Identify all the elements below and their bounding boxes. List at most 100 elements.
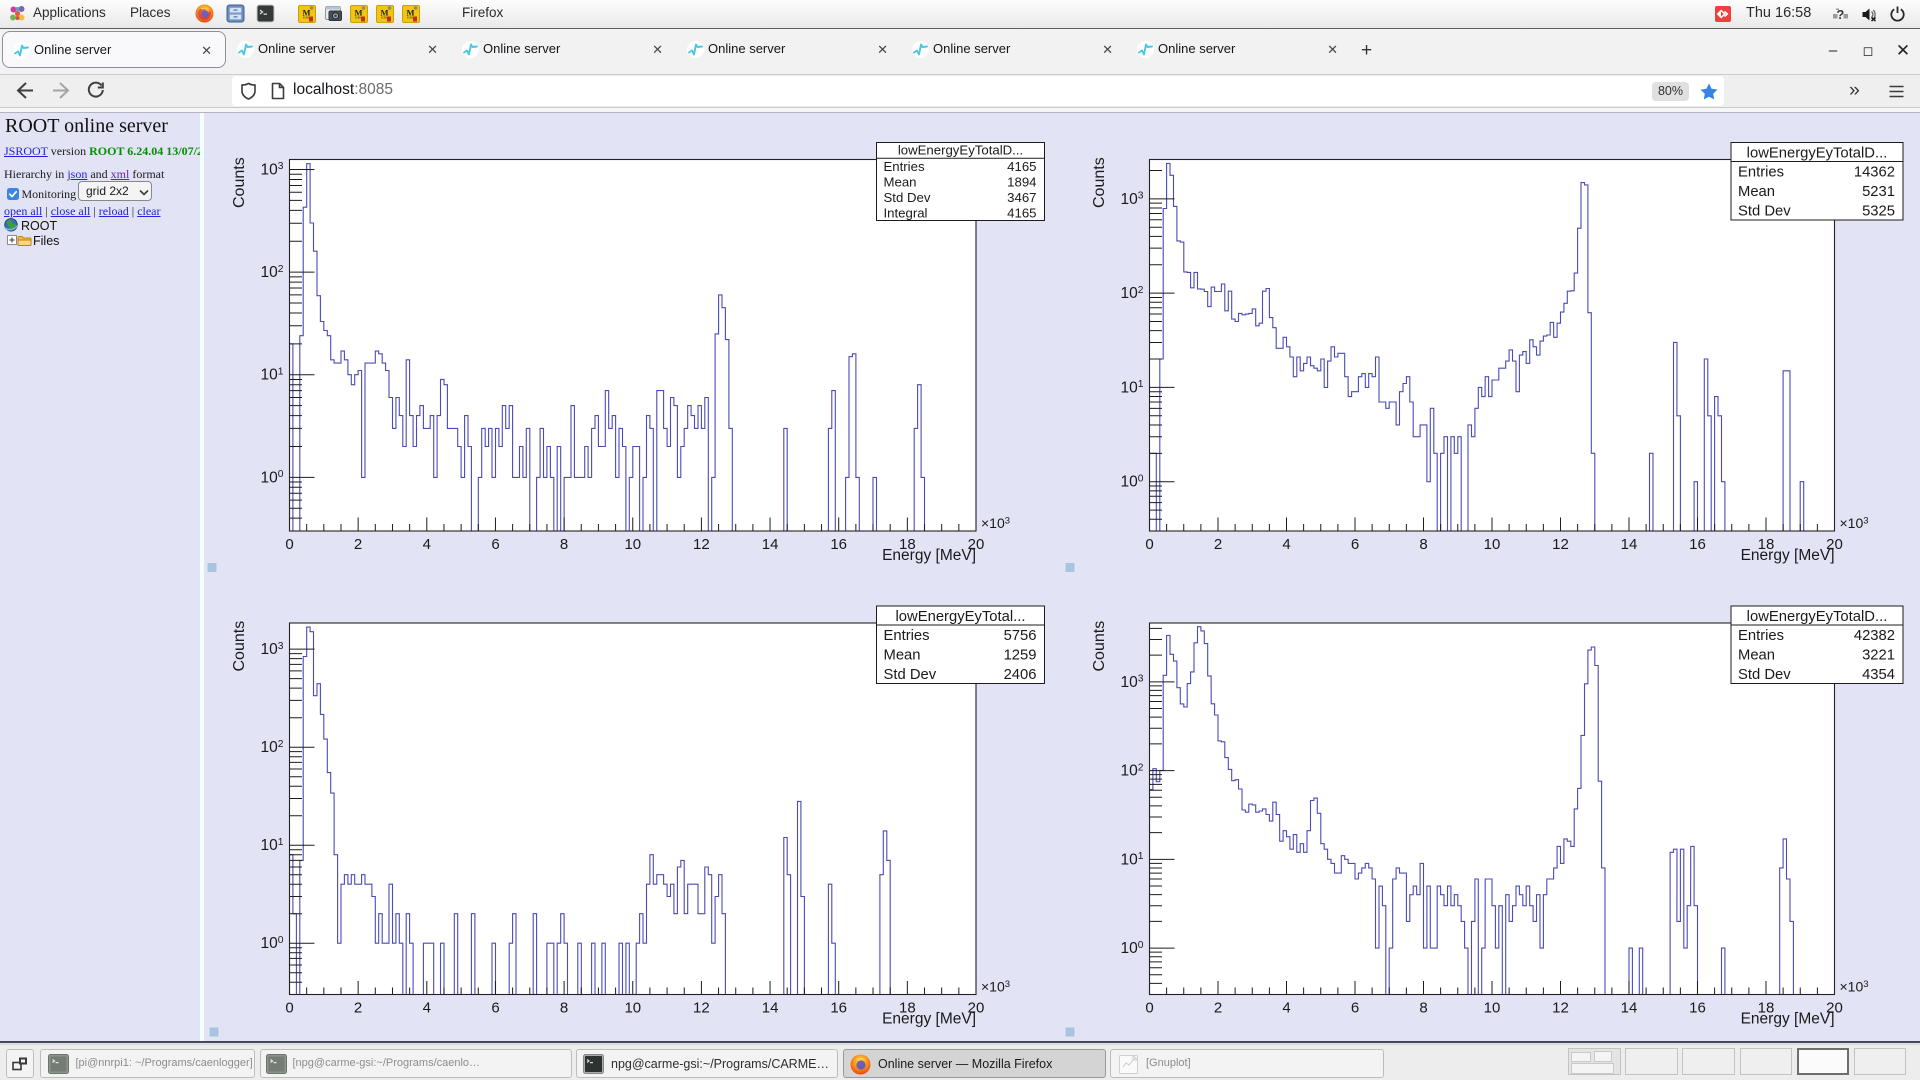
svg-text:4: 4: [423, 1000, 431, 1017]
svg-text:1894: 1894: [1007, 174, 1036, 189]
svg-text:Std Dev: Std Dev: [884, 190, 931, 205]
svg-text:×103: ×103: [1840, 515, 1869, 531]
svg-text:10: 10: [1484, 1000, 1501, 1017]
svg-text:100: 100: [1121, 940, 1144, 957]
svg-text:14362: 14362: [1854, 165, 1895, 181]
svg-text:M: M: [406, 7, 414, 17]
svg-text:2406: 2406: [1004, 667, 1037, 683]
svg-text:5231: 5231: [1862, 184, 1895, 200]
svg-text:×103: ×103: [981, 979, 1010, 995]
svg-text:10: 10: [624, 536, 641, 553]
svg-text:idas: idas: [407, 14, 414, 19]
svg-text:0: 0: [285, 1000, 293, 1017]
svg-text:103: 103: [1121, 674, 1144, 691]
svg-text:100: 100: [261, 469, 284, 486]
svg-text:4165: 4165: [1007, 206, 1036, 221]
svg-text:Std Dev: Std Dev: [884, 667, 937, 683]
svg-text:3221: 3221: [1862, 648, 1895, 664]
svg-text:6: 6: [491, 536, 499, 553]
svg-text:4: 4: [1282, 536, 1290, 553]
svg-text:Mean: Mean: [1738, 648, 1775, 664]
svg-text:M: M: [354, 7, 362, 17]
svg-text:16: 16: [1689, 1000, 1706, 1017]
svg-text:12: 12: [693, 1000, 710, 1017]
svg-text:102: 102: [1121, 762, 1144, 779]
svg-text:16: 16: [830, 1000, 847, 1017]
svg-text:0: 0: [285, 536, 293, 553]
svg-text:103: 103: [261, 641, 284, 658]
svg-text:1259: 1259: [1004, 648, 1037, 664]
svg-text:8: 8: [1419, 1000, 1427, 1017]
svg-text:103: 103: [261, 161, 284, 178]
svg-text:lowEnergyEyTotalD...: lowEnergyEyTotalD...: [898, 142, 1023, 157]
svg-text:?: ?: [1836, 7, 1844, 22]
svg-text:lowEnergyEyTotalD...: lowEnergyEyTotalD...: [1747, 146, 1888, 162]
svg-text:3467: 3467: [1007, 190, 1036, 205]
svg-text:Counts: Counts: [231, 621, 248, 672]
svg-text:4: 4: [1282, 1000, 1290, 1017]
svg-text:20: 20: [1826, 536, 1843, 553]
svg-text:101: 101: [1121, 379, 1144, 396]
svg-text:14: 14: [1621, 536, 1638, 553]
svg-text:14: 14: [762, 1000, 779, 1017]
svg-text:×103: ×103: [1840, 979, 1869, 995]
svg-text:Entries: Entries: [884, 628, 930, 644]
svg-text:20: 20: [968, 536, 985, 553]
svg-text:14: 14: [762, 536, 779, 553]
svg-text:16: 16: [830, 536, 847, 553]
svg-text:101: 101: [1121, 851, 1144, 868]
svg-text:M: M: [380, 7, 388, 17]
svg-text:18: 18: [899, 1000, 916, 1017]
svg-text:0: 0: [1145, 1000, 1153, 1017]
svg-text:10: 10: [624, 1000, 641, 1017]
svg-text:5756: 5756: [1004, 628, 1037, 644]
svg-text:12: 12: [1552, 1000, 1569, 1017]
svg-text:Entries: Entries: [884, 159, 925, 174]
svg-text:2: 2: [1214, 1000, 1222, 1017]
svg-text:101: 101: [261, 837, 284, 854]
svg-text:6: 6: [491, 1000, 499, 1017]
svg-text:Std Dev: Std Dev: [1738, 667, 1791, 683]
svg-text:12: 12: [1552, 536, 1569, 553]
svg-text:4: 4: [423, 536, 431, 553]
svg-text:102: 102: [261, 739, 284, 756]
svg-text:18: 18: [899, 536, 916, 553]
svg-text:idas: idas: [381, 14, 388, 19]
svg-text:2: 2: [1214, 536, 1222, 553]
svg-text:lowEnergyEyTotalD...: lowEnergyEyTotalD...: [1747, 609, 1888, 625]
svg-text:18: 18: [1758, 536, 1775, 553]
svg-text:Entries: Entries: [1738, 165, 1784, 181]
svg-text:16: 16: [1689, 536, 1706, 553]
svg-text:102: 102: [1121, 285, 1144, 302]
svg-text:Counts: Counts: [1091, 157, 1108, 208]
svg-text:idas: idas: [355, 14, 362, 19]
svg-text:Mean: Mean: [884, 174, 917, 189]
svg-text:2: 2: [354, 1000, 362, 1017]
svg-text:Mean: Mean: [884, 648, 921, 664]
svg-text:18: 18: [1758, 1000, 1775, 1017]
svg-text:Energy [MeV]: Energy [MeV]: [1741, 1011, 1835, 1028]
svg-text:2: 2: [354, 536, 362, 553]
svg-text:Counts: Counts: [231, 157, 248, 208]
svg-text:M: M: [302, 7, 310, 17]
svg-text:Energy [MeV]: Energy [MeV]: [882, 547, 976, 564]
svg-text:4165: 4165: [1007, 159, 1036, 174]
svg-text:idas: idas: [303, 14, 310, 19]
svg-text:100: 100: [1121, 473, 1144, 490]
svg-text:Counts: Counts: [1091, 621, 1108, 672]
svg-text:100: 100: [261, 935, 284, 952]
svg-text:Entries: Entries: [1738, 628, 1784, 644]
svg-text:103: 103: [1121, 191, 1144, 208]
svg-text:20: 20: [968, 1000, 985, 1017]
svg-text:Mean: Mean: [1738, 184, 1775, 200]
svg-text:lowEnergyEyTotal...: lowEnergyEyTotal...: [896, 609, 1026, 625]
svg-text:Std Dev: Std Dev: [1738, 204, 1791, 220]
svg-text:0: 0: [1145, 536, 1153, 553]
svg-text:102: 102: [261, 264, 284, 281]
svg-text:8: 8: [1419, 536, 1427, 553]
svg-text:20: 20: [1826, 1000, 1843, 1017]
svg-text:14: 14: [1621, 1000, 1638, 1017]
svg-text:42382: 42382: [1854, 628, 1895, 644]
svg-text:6: 6: [1351, 536, 1359, 553]
svg-text:Energy [MeV]: Energy [MeV]: [1741, 547, 1835, 564]
